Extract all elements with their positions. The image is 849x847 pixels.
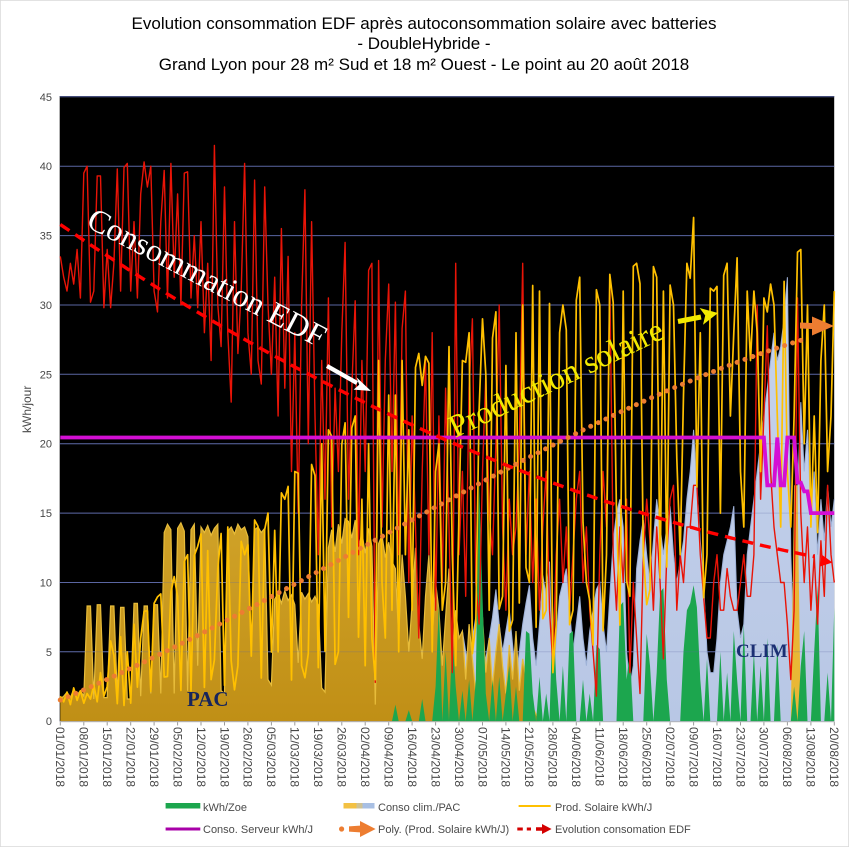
svg-text:30: 30 xyxy=(40,300,52,312)
svg-text:Conso. Serveur kWh/J: Conso. Serveur kWh/J xyxy=(203,824,313,836)
svg-text:07/05/2018: 07/05/2018 xyxy=(475,727,489,787)
svg-text:19/02/2018: 19/02/2018 xyxy=(217,727,231,787)
svg-text:28/05/2018: 28/05/2018 xyxy=(546,727,560,787)
svg-text:Conso clim./PAC: Conso clim./PAC xyxy=(378,802,460,814)
svg-text:16/04/2018: 16/04/2018 xyxy=(405,727,419,787)
svg-text:PAC: PAC xyxy=(187,687,229,711)
svg-text:29/01/2018: 29/01/2018 xyxy=(147,727,161,787)
svg-text:5: 5 xyxy=(46,647,52,659)
svg-text:09/04/2018: 09/04/2018 xyxy=(382,727,396,787)
svg-text:40: 40 xyxy=(40,161,52,173)
svg-text:26/03/2018: 26/03/2018 xyxy=(335,727,349,787)
svg-text:14/05/2018: 14/05/2018 xyxy=(499,727,513,787)
svg-text:25: 25 xyxy=(40,369,52,381)
svg-text:18/06/2018: 18/06/2018 xyxy=(616,727,630,787)
svg-text:12/03/2018: 12/03/2018 xyxy=(288,727,302,787)
svg-text:05/03/2018: 05/03/2018 xyxy=(264,727,278,787)
svg-text:35: 35 xyxy=(40,231,52,243)
svg-text:20: 20 xyxy=(40,439,52,451)
svg-text:CLIM: CLIM xyxy=(736,641,788,662)
svg-text:04/06/2018: 04/06/2018 xyxy=(569,727,583,787)
svg-text:kWh/jour: kWh/jour xyxy=(20,386,34,433)
svg-text:26/02/2018: 26/02/2018 xyxy=(241,727,255,787)
svg-text:12/02/2018: 12/02/2018 xyxy=(194,727,208,787)
svg-text:Poly. (Prod. Solaire kWh/J): Poly. (Prod. Solaire kWh/J) xyxy=(378,824,509,836)
svg-text:20/08/2018: 20/08/2018 xyxy=(827,727,841,787)
svg-text:23/04/2018: 23/04/2018 xyxy=(428,727,442,787)
svg-text:30/07/2018: 30/07/2018 xyxy=(757,727,771,787)
svg-text:19/03/2018: 19/03/2018 xyxy=(311,727,325,787)
svg-text:13/08/2018: 13/08/2018 xyxy=(804,727,818,787)
svg-text:15: 15 xyxy=(40,508,52,520)
svg-text:Grand Lyon pour 28 m² Sud et 1: Grand Lyon pour 28 m² Sud et 18 m² Ouest… xyxy=(159,55,689,74)
svg-text:Evolution consommation EDF apr: Evolution consommation EDF après autocon… xyxy=(132,14,717,33)
svg-text:06/08/2018: 06/08/2018 xyxy=(780,727,794,787)
svg-text:02/07/2018: 02/07/2018 xyxy=(663,727,677,787)
svg-text:- DoubleHybride -: - DoubleHybride - xyxy=(357,34,490,53)
svg-text:21/05/2018: 21/05/2018 xyxy=(522,727,536,787)
svg-text:Prod. Solaire kWh/J: Prod. Solaire kWh/J xyxy=(555,802,652,814)
svg-text:45: 45 xyxy=(40,92,52,104)
svg-text:Evolution consomation EDF: Evolution consomation EDF xyxy=(555,824,691,836)
svg-text:kWh/Zoe: kWh/Zoe xyxy=(203,802,247,814)
svg-text:08/01/2018: 08/01/2018 xyxy=(77,727,91,787)
svg-text:22/01/2018: 22/01/2018 xyxy=(124,727,138,787)
svg-text:09/07/2018: 09/07/2018 xyxy=(686,727,700,787)
svg-text:30/04/2018: 30/04/2018 xyxy=(452,727,466,787)
svg-text:11/06/2018: 11/06/2018 xyxy=(593,727,607,786)
svg-text:10: 10 xyxy=(40,578,52,590)
svg-text:05/02/2018: 05/02/2018 xyxy=(170,727,184,787)
svg-text:0: 0 xyxy=(46,716,52,728)
svg-text:25/06/2018: 25/06/2018 xyxy=(640,727,654,787)
svg-text:02/04/2018: 02/04/2018 xyxy=(358,727,372,787)
svg-text:15/01/2018: 15/01/2018 xyxy=(100,727,114,787)
svg-text:23/07/2018: 23/07/2018 xyxy=(733,727,747,787)
svg-text:16/07/2018: 16/07/2018 xyxy=(710,727,724,787)
svg-text:01/01/2018: 01/01/2018 xyxy=(53,727,67,787)
